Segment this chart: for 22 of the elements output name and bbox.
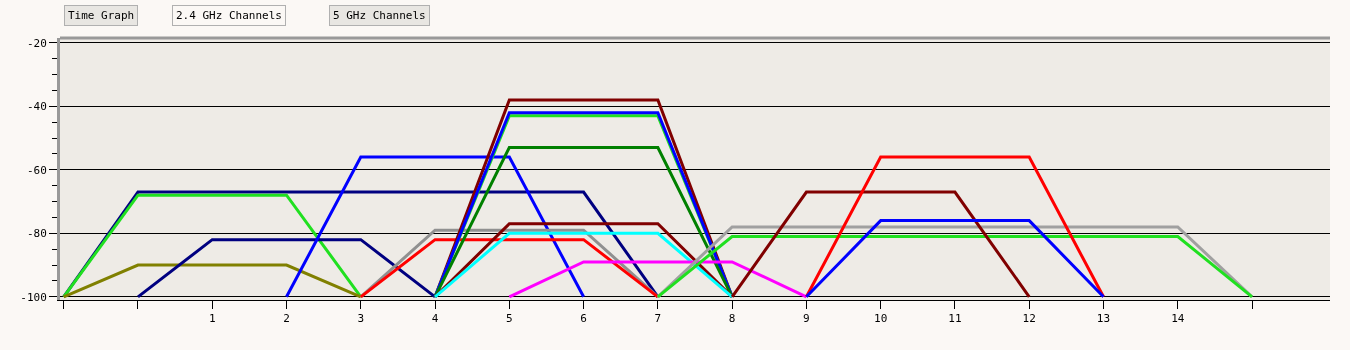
x-tick-label: 13 [1096,312,1111,326]
x-tick-label: 4 [431,312,439,326]
text: 2.4 GHz Channels [176,9,282,22]
x-tick-label: 6 [580,312,587,326]
y-tick-label: -80 [26,227,47,241]
text: Time Graph [68,9,135,22]
x-tick-label: 14 [1171,312,1185,326]
x-tick-label: 1 [208,312,216,326]
x-tick-label: 5 [506,312,513,326]
y-tick-label: -100 [20,290,47,304]
x-tick-label: 7 [654,312,662,326]
x-tick-label: 2 [283,312,290,326]
y-tick-label: -20 [26,36,47,50]
x-tick-label: 11 [948,312,962,326]
x-tick-label: 3 [357,312,365,326]
x-tick-label: 10 [874,312,888,326]
x-tick-label: 8 [728,312,736,326]
y-tick-label: -60 [26,163,47,177]
text: 5 GHz Channels [333,9,426,22]
x-tick-label: 12 [1022,312,1036,326]
y-tick-label: -40 [26,100,47,114]
x-tick-label: 9 [803,312,810,326]
